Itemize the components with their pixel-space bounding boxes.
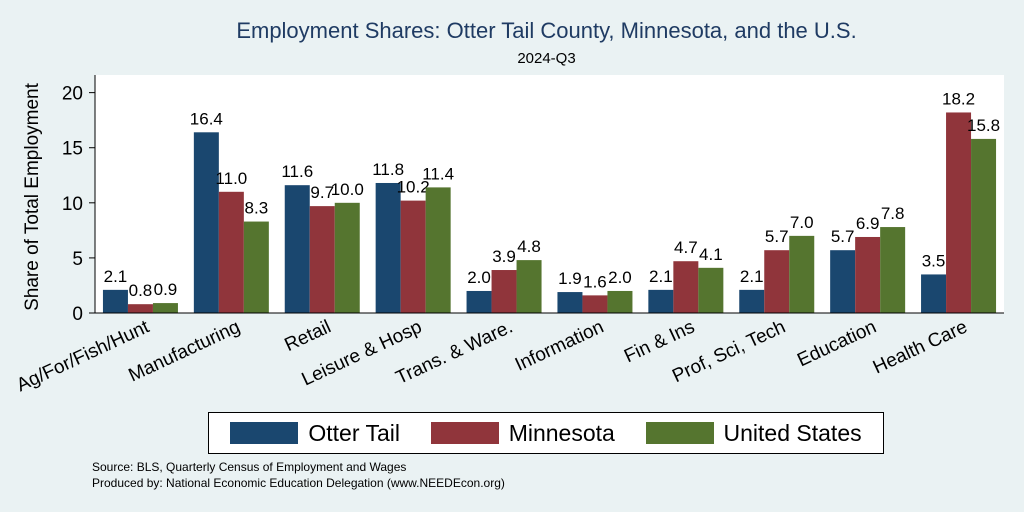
- bar-otter-tail-retail: [284, 185, 310, 313]
- data-label-otter-tail-education: 5.7: [831, 227, 855, 246]
- data-label-otter-tail-leisure-hosp: 11.8: [372, 160, 404, 179]
- bar-united-states-fin-ins: [698, 267, 724, 313]
- y-tick-label-0: 0: [72, 304, 83, 325]
- legend-swatch-united-states: [645, 422, 714, 444]
- legend-item-united-states: United States: [645, 419, 862, 447]
- y-tick-label-5: 5: [72, 249, 83, 270]
- y-tick-label-10: 10: [62, 194, 83, 215]
- bar-minnesota-retail: [309, 206, 335, 313]
- data-label-minnesota-retail: 9.7: [310, 183, 334, 202]
- data-label-united-states-manufacturing: 8.3: [245, 199, 269, 218]
- bar-minnesota-prof-sci-tech: [764, 250, 790, 313]
- bar-united-states-leisure-hosp: [425, 187, 451, 313]
- y-tick-label-20: 20: [62, 84, 83, 105]
- chart-subtitle: 2024-Q3: [517, 50, 576, 67]
- data-label-united-states-health-care: 15.8: [967, 116, 1000, 135]
- x-tick-label-education: Education: [794, 316, 879, 371]
- data-label-minnesota-information: 1.6: [583, 272, 607, 291]
- data-label-united-states-prof-sci-tech: 7.0: [790, 213, 814, 232]
- bar-otter-tail-prof-sci-tech: [739, 289, 765, 313]
- data-label-united-states-leisure-hosp: 11.4: [422, 164, 454, 183]
- x-tick-label-information: Information: [512, 316, 607, 375]
- bar-united-states-ag-for-fish-hunt: [152, 303, 178, 313]
- bar-minnesota-information: [582, 295, 608, 313]
- bar-minnesota-education: [855, 236, 881, 313]
- data-label-otter-tail-retail: 11.6: [281, 162, 313, 181]
- bar-otter-tail-trans-ware: [466, 290, 492, 313]
- data-label-otter-tail-fin-ins: 2.1: [649, 267, 673, 286]
- data-label-minnesota-fin-ins: 4.7: [674, 238, 698, 257]
- bar-otter-tail-ag-for-fish-hunt: [102, 289, 128, 313]
- x-tick-label-retail: Retail: [281, 316, 334, 356]
- data-label-united-states-retail: 10.0: [331, 180, 364, 199]
- legend-item-minnesota: Minnesota: [430, 419, 615, 447]
- bar-united-states-retail: [334, 202, 360, 313]
- bar-minnesota-trans-ware: [491, 270, 517, 313]
- source-line-1: Source: BLS, Quarterly Census of Employm…: [92, 460, 407, 474]
- bar-minnesota-leisure-hosp: [400, 200, 426, 313]
- bar-otter-tail-manufacturing: [193, 132, 219, 313]
- data-label-otter-tail-trans-ware: 2.0: [467, 268, 491, 287]
- bar-otter-tail-health-care: [921, 274, 947, 313]
- data-label-minnesota-prof-sci-tech: 5.7: [765, 227, 789, 246]
- bar-united-states-information: [607, 290, 633, 313]
- chart-title: Employment Shares: Otter Tail County, Mi…: [236, 18, 857, 43]
- data-label-otter-tail-manufacturing: 16.4: [190, 109, 223, 128]
- data-label-united-states-education: 7.8: [881, 204, 905, 223]
- bar-united-states-manufacturing: [243, 221, 269, 313]
- data-label-united-states-trans-ware: 4.8: [517, 237, 541, 256]
- legend-swatch-minnesota: [430, 422, 499, 444]
- legend-swatch-otter-tail: [230, 422, 299, 444]
- legend: Otter Tail Minnesota United States: [208, 412, 884, 454]
- bar-otter-tail-education: [830, 250, 856, 313]
- data-label-otter-tail-information: 1.9: [558, 269, 582, 288]
- data-label-minnesota-ag-for-fish-hunt: 0.8: [129, 281, 153, 300]
- bar-minnesota-ag-for-fish-hunt: [127, 304, 153, 313]
- bar-united-states-trans-ware: [516, 260, 542, 313]
- x-tick-label-health-care: Health Care: [870, 316, 971, 378]
- legend-label-otter-tail: Otter Tail: [308, 419, 400, 446]
- bar-otter-tail-leisure-hosp: [375, 182, 401, 313]
- data-label-minnesota-leisure-hosp: 10.2: [397, 178, 430, 197]
- data-label-otter-tail-prof-sci-tech: 2.1: [740, 267, 764, 286]
- data-label-minnesota-manufacturing: 11.0: [215, 169, 247, 188]
- data-label-united-states-ag-for-fish-hunt: 0.9: [154, 280, 178, 299]
- data-label-otter-tail-health-care: 3.5: [922, 251, 946, 270]
- bar-minnesota-manufacturing: [218, 191, 244, 313]
- bar-chart: 2.1 16.4 11.6 11.8 2.0 1.9 2.1 2.1 5.7 3.5 0.8 11.0…: [14, 75, 1004, 396]
- legend-label-minnesota: Minnesota: [508, 419, 615, 446]
- bar-united-states-health-care: [971, 138, 997, 313]
- legend-item-otter-tail: Otter Tail: [230, 420, 400, 447]
- data-label-united-states-fin-ins: 4.1: [699, 245, 723, 264]
- source-note: Source: BLS, Quarterly Census of Employm…: [92, 459, 505, 491]
- data-label-united-states-information: 2.0: [608, 268, 632, 287]
- data-label-otter-tail-ag-for-fish-hunt: 2.1: [104, 267, 128, 286]
- bar-otter-tail-information: [557, 292, 583, 313]
- bar-united-states-prof-sci-tech: [789, 235, 815, 313]
- bar-united-states-education: [880, 227, 906, 313]
- data-label-minnesota-health-care: 18.2: [942, 89, 975, 108]
- bar-minnesota-health-care: [946, 112, 972, 314]
- legend-label-united-states: United States: [723, 419, 862, 446]
- data-label-minnesota-trans-ware: 3.9: [492, 247, 516, 266]
- data-label-minnesota-education: 6.9: [856, 214, 880, 233]
- bar-otter-tail-fin-ins: [648, 289, 674, 313]
- source-line-2: Produced by: National Economic Education…: [92, 476, 505, 490]
- bar-minnesota-fin-ins: [673, 261, 699, 313]
- y-tick-label-15: 15: [62, 139, 83, 160]
